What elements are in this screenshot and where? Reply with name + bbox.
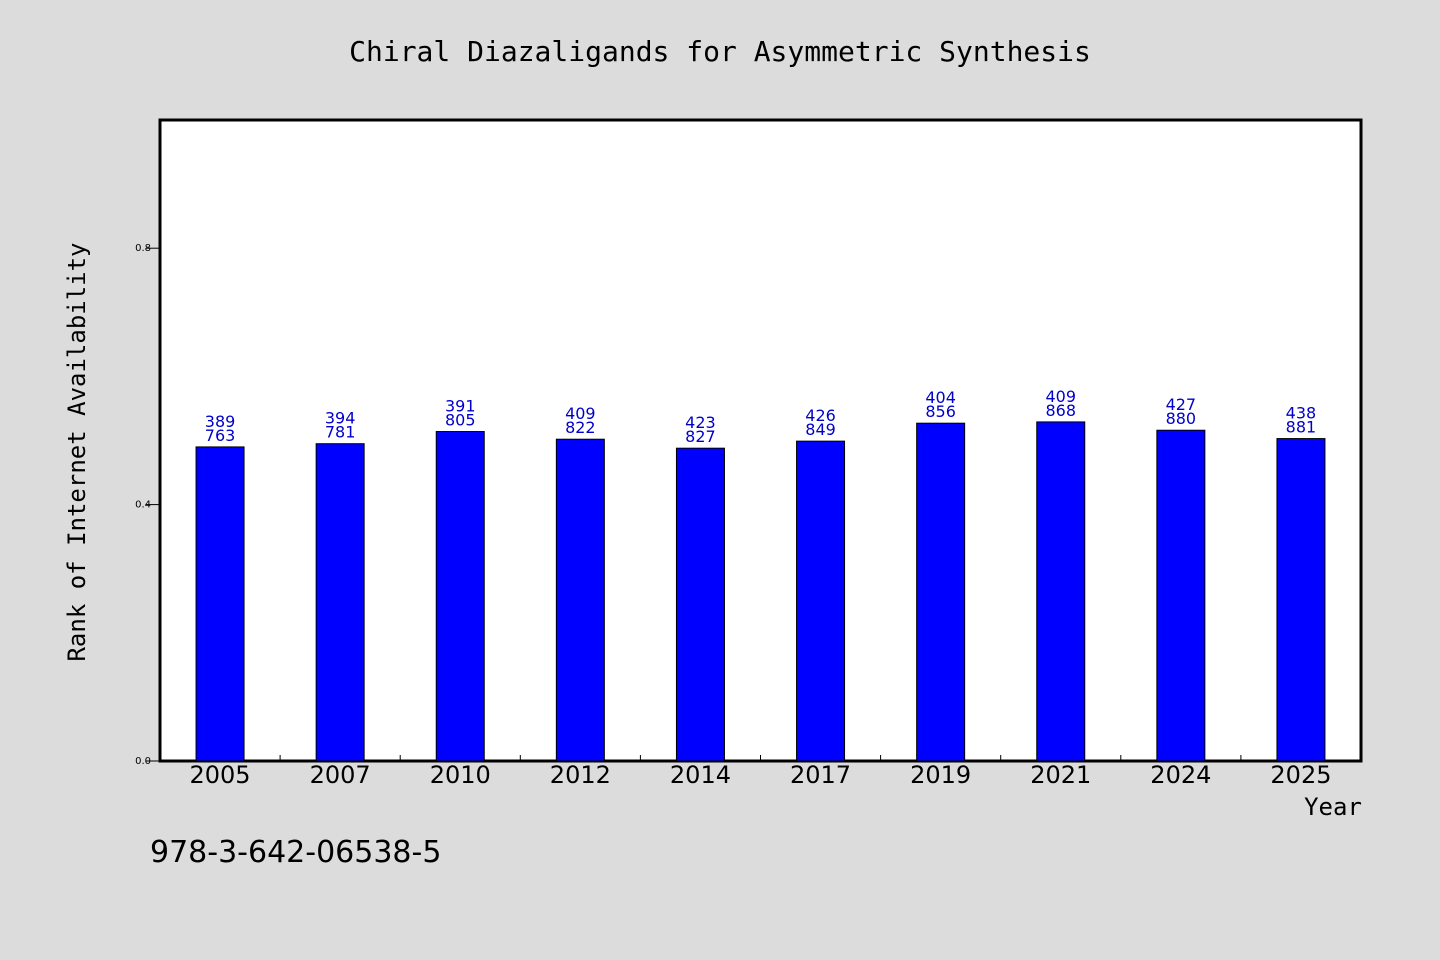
bar-2014 — [675, 447, 725, 762]
x-axis-label: Year — [1304, 793, 1362, 821]
bar-2017 — [796, 440, 846, 762]
bar-label-top-2019: 404 — [925, 388, 956, 407]
bars-group — [195, 421, 1326, 762]
bar-label-bottom-2025: 881 — [1286, 418, 1317, 437]
bar-label-top-2024: 427 — [1166, 395, 1197, 414]
bar-label-top-2014: 423 — [685, 413, 716, 432]
bar-label-bottom-2021: 868 — [1045, 401, 1076, 420]
bar-label-top-2010: 391 — [445, 397, 476, 416]
x-axis: 2005 2007 2010 2012 2014 2017 2019 2021 2024 2025 — [190, 755, 1331, 789]
x-tick-label-2021: 2021 — [1030, 761, 1091, 789]
y-tick-label-0: 0.0 — [135, 756, 151, 767]
bar-2010 — [435, 431, 485, 762]
bar-2024 — [1156, 429, 1206, 762]
chart-title: Chiral Diazaligands for Asymmetric Synth… — [349, 35, 1091, 68]
bar-label-top-2005: 389 — [205, 412, 236, 431]
bar-label-top-2012: 409 — [565, 404, 596, 423]
bar-2012 — [555, 438, 605, 762]
bar-2025 — [1276, 438, 1326, 762]
x-tick-label-2025: 2025 — [1270, 761, 1331, 789]
x-tick-label-2017: 2017 — [790, 761, 851, 789]
bar-2021 — [1036, 421, 1086, 762]
bar-label-top-2021: 409 — [1045, 387, 1076, 406]
x-tick-label-2005: 2005 — [190, 761, 251, 789]
bar-label-bottom-2010: 805 — [445, 411, 476, 430]
bar-label-bottom-2012: 822 — [565, 418, 596, 437]
isbn-label: 978-3-642-06538-5 — [150, 835, 441, 870]
y-axis-label: Rank of Internet Availability — [63, 242, 91, 661]
y-tick-label-1: 0.4 — [135, 500, 151, 511]
bar-label-bottom-2014: 827 — [685, 427, 716, 446]
bar-label-bottom-2007: 781 — [325, 423, 356, 442]
x-tick-label-2014: 2014 — [670, 761, 731, 789]
bar-label-bottom-2024: 880 — [1166, 409, 1197, 428]
bar-2005 — [195, 446, 245, 762]
bar-label-top-2007: 394 — [325, 409, 356, 428]
bar-label-top-2017: 426 — [805, 406, 836, 425]
x-tick-label-2010: 2010 — [430, 761, 491, 789]
bar-label-top-2025: 438 — [1286, 404, 1317, 423]
x-tick-label-2007: 2007 — [310, 761, 371, 789]
y-axis: 0.0 0.4 0.8 — [135, 243, 160, 767]
bar-2019 — [916, 422, 966, 762]
y-tick-label-2: 0.8 — [135, 243, 151, 254]
bar-2007 — [315, 443, 365, 762]
x-tick-label-2019: 2019 — [910, 761, 971, 789]
bar-label-bottom-2017: 849 — [805, 420, 836, 439]
bar-label-bottom-2019: 856 — [925, 402, 956, 421]
x-tick-label-2012: 2012 — [550, 761, 611, 789]
bar-label-bottom-2005: 763 — [205, 426, 236, 445]
x-tick-label-2024: 2024 — [1150, 761, 1211, 789]
